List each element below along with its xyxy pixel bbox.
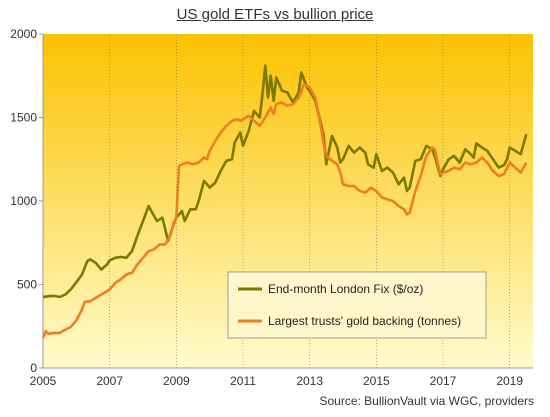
y-tick-label: 0 [30,361,37,375]
y-tick-label: 1000 [10,194,37,208]
x-tick-label: 2017 [430,374,457,388]
legend-box [227,271,487,339]
source-note: Source: BullionVault via WGC, providers [319,394,534,408]
y-tick-label: 500 [17,278,37,292]
x-tick-label: 2013 [296,374,323,388]
series-line-london-fix [42,64,528,299]
x-tick-label: 2007 [96,374,123,388]
x-tick-label: 2005 [30,374,57,388]
legend-label-london-fix: End-month London Fix ($/oz) [268,282,423,296]
legend-label-trusts-backing: Largest trusts' gold backing (tonnes) [268,314,461,328]
axes: 2005 2007 2009 2011 2013 2015 2017 2019 0 500 1000… [10,27,533,388]
x-tick-label: 2019 [496,374,523,388]
y-tick-label: 1500 [10,111,37,125]
x-tick-label: 2009 [163,374,190,388]
x-tick-label: 2011 [230,374,256,388]
series-group [41,64,528,339]
legend: End-month London Fix ($/oz) Largest trus… [227,271,487,339]
x-tick-label: 2015 [363,374,390,388]
chart-title: US gold ETFs vs bullion price [176,6,374,23]
series-line-trusts-backing [41,82,528,339]
y-tick-label: 2000 [10,27,37,41]
